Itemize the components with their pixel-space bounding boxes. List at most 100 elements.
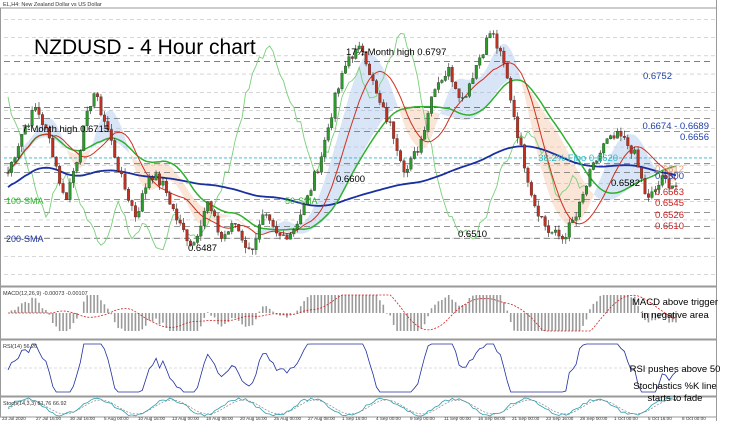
macd-header: MACD(12,26,9) -0.00073 -0.00107 bbox=[3, 291, 88, 297]
cloud-segment bbox=[131, 155, 136, 171]
cloud-segment bbox=[180, 177, 184, 197]
x-axis-tick-label: 5 Aug 00:00 bbox=[104, 416, 129, 421]
cloud-segment bbox=[386, 76, 391, 116]
macd-histogram bbox=[10, 295, 677, 331]
candle-body bbox=[278, 232, 282, 236]
macd-bar bbox=[458, 305, 460, 313]
candle-body bbox=[9, 161, 13, 173]
macd-bar bbox=[141, 313, 144, 330]
cloud-segment bbox=[562, 141, 566, 224]
macd-bar bbox=[45, 309, 47, 313]
macd-bar bbox=[626, 295, 629, 313]
candle-body bbox=[505, 63, 509, 79]
macd-bar bbox=[127, 313, 130, 331]
candle-body bbox=[399, 150, 402, 161]
candle-body bbox=[502, 50, 506, 64]
macd-bar bbox=[523, 313, 526, 331]
macd-bar bbox=[485, 295, 488, 313]
macd-bar bbox=[537, 313, 540, 331]
candle-body bbox=[667, 178, 671, 189]
cloud-segment bbox=[483, 68, 487, 111]
macd-bar bbox=[341, 295, 343, 313]
cloud-segment bbox=[400, 106, 404, 124]
level-labels: 0.6752 0.6674 - 0.6689 0.6656 0.6612 0.6… bbox=[642, 71, 709, 232]
macd-bar bbox=[17, 306, 20, 313]
candle-body bbox=[264, 214, 268, 216]
candle-body bbox=[96, 93, 99, 97]
macd-bar bbox=[317, 295, 319, 313]
cloud-segment bbox=[183, 183, 188, 204]
candle-body bbox=[560, 236, 564, 240]
cloud-segment bbox=[376, 58, 380, 129]
candle-body bbox=[498, 48, 502, 52]
macd-bar bbox=[327, 295, 330, 313]
macd-bar bbox=[86, 295, 88, 313]
candle-body bbox=[461, 97, 464, 99]
candle-body bbox=[616, 131, 619, 139]
candle-body bbox=[402, 160, 406, 173]
candle-body bbox=[323, 139, 327, 158]
macd-bar bbox=[310, 295, 312, 313]
candle-body bbox=[664, 175, 668, 179]
macd-bar bbox=[368, 295, 371, 313]
cloud-segment bbox=[176, 173, 181, 191]
macd-bar bbox=[96, 295, 99, 313]
cloud-segment bbox=[417, 107, 422, 149]
cloud-segment bbox=[311, 205, 315, 231]
chikou-line bbox=[7, 33, 587, 251]
macd-bar bbox=[268, 308, 271, 313]
macd-bar bbox=[606, 295, 608, 313]
candle-body bbox=[554, 229, 557, 233]
cloud-segment bbox=[321, 179, 325, 223]
stoch-note-line1: Stochastics %K line bbox=[633, 381, 716, 392]
macd-bar bbox=[234, 313, 237, 319]
macd-bar bbox=[117, 313, 119, 329]
macd-bar bbox=[475, 295, 478, 313]
cloud-segment bbox=[362, 55, 367, 154]
candle-body bbox=[536, 205, 540, 217]
macd-bar bbox=[558, 313, 560, 331]
macd-bar bbox=[427, 313, 429, 317]
candle-body bbox=[30, 110, 34, 126]
chikou-path bbox=[7, 33, 587, 251]
x-axis-tick-label: 9 Sep 00:00 bbox=[410, 416, 435, 421]
candle-body bbox=[374, 80, 378, 94]
macd-bar bbox=[186, 313, 188, 331]
x-axis-tick-label: 20 Aug 16:00 bbox=[240, 416, 268, 421]
macd-bar bbox=[389, 313, 392, 316]
cloud-segment bbox=[262, 228, 267, 234]
macd-bar bbox=[162, 313, 164, 323]
macd-bar bbox=[379, 300, 381, 313]
candle-body bbox=[226, 231, 230, 235]
cloud-segment bbox=[235, 217, 239, 222]
macd-bar bbox=[468, 297, 471, 313]
candle-body bbox=[629, 145, 633, 154]
macd-bar bbox=[334, 295, 336, 313]
macd-bar bbox=[200, 313, 202, 327]
candle-body bbox=[192, 242, 196, 246]
macd-bar bbox=[299, 306, 302, 313]
candle-body bbox=[51, 137, 55, 158]
macd-bar bbox=[596, 301, 598, 313]
cloud-segment bbox=[593, 187, 597, 198]
cloud-segment bbox=[472, 78, 477, 119]
macd-bar bbox=[14, 309, 16, 313]
macd-bar bbox=[675, 313, 677, 323]
candle-body bbox=[509, 78, 513, 101]
cloud-segment bbox=[486, 61, 491, 106]
macd-bar bbox=[289, 313, 292, 316]
macd-bar bbox=[107, 308, 109, 313]
macd-bar bbox=[169, 313, 171, 331]
annotation-seventeen-month-high: 17½-Month high 0.6797 bbox=[346, 47, 446, 58]
candle-body bbox=[512, 100, 516, 117]
candle-body bbox=[602, 143, 606, 154]
candle-body bbox=[543, 216, 547, 226]
cloud-segment bbox=[493, 48, 497, 96]
rsi-header: RSI(14) 56.26 bbox=[3, 344, 37, 350]
level-label-6612: 0.6612 bbox=[655, 164, 684, 175]
x-axis-tick-label: 21 Sep 00:00 bbox=[512, 416, 540, 421]
candle-body bbox=[578, 201, 582, 218]
candle-body bbox=[485, 37, 489, 55]
macd-bar bbox=[385, 313, 388, 314]
